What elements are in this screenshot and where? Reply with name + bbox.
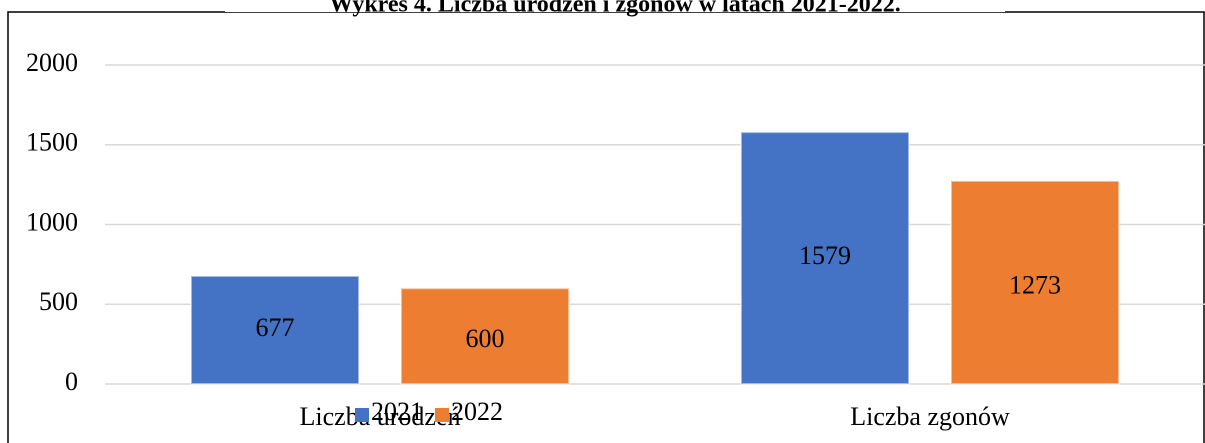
bar — [400, 287, 570, 385]
y-tick-label: 2000 — [26, 48, 78, 77]
data-label: 600 — [466, 324, 505, 353]
legend-swatch — [355, 408, 369, 422]
title-background — [225, 0, 1005, 12]
bar — [740, 131, 910, 385]
y-tick-label: 1500 — [26, 128, 78, 157]
x-tick-label: Liczba urodzeń — [300, 402, 461, 431]
data-label: 1273 — [1009, 270, 1061, 299]
bar — [950, 179, 1120, 385]
data-label: 677 — [256, 313, 295, 342]
bar — [190, 275, 360, 385]
y-tick-label: 1000 — [26, 207, 78, 236]
chart-title: Wykres 4. Liczba urodzeń i zgonów w lata… — [329, 0, 901, 18]
legend-label: 2021 — [371, 397, 423, 426]
x-tick-label: Liczba zgonów — [850, 402, 1010, 431]
legend-label: 2022 — [451, 397, 503, 426]
y-tick-label: 0 — [65, 367, 78, 396]
data-label: 1579 — [799, 241, 851, 270]
y-tick-label: 500 — [39, 287, 78, 316]
legend-swatch — [435, 408, 449, 422]
